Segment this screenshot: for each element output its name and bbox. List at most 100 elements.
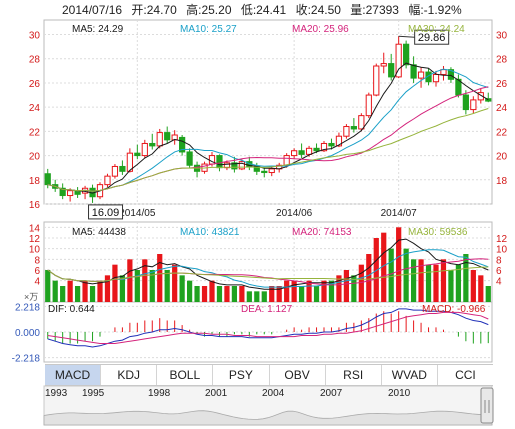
date-x-tick: 2014/07 xyxy=(381,208,418,219)
candle-down xyxy=(328,142,335,147)
macd-y-tick: -2.218 xyxy=(12,354,41,365)
candle-down xyxy=(134,152,141,157)
volume-y-tick-right: 12 xyxy=(496,234,508,245)
quote-change: 幅:-1.92% xyxy=(408,3,462,17)
volume-y-tick-right: 4 xyxy=(496,277,502,288)
price-ma20-label: MA20: 25.96 xyxy=(292,24,349,35)
volume-bar xyxy=(254,291,260,302)
price-y-tick-right: 22 xyxy=(496,127,508,138)
candle-up xyxy=(268,168,275,174)
price-ma5-label: MA5: 24.29 xyxy=(72,24,124,35)
volume-bar xyxy=(45,270,51,302)
candle-down xyxy=(149,142,156,147)
volume-ma30-line xyxy=(47,266,489,282)
quote-volume: 量:27393 xyxy=(350,3,399,17)
candle-down xyxy=(410,64,417,79)
volume-bar xyxy=(104,275,111,302)
price-ma5-line xyxy=(47,62,489,194)
volume-bar xyxy=(388,248,394,302)
price-y-tick: 26 xyxy=(29,79,41,90)
candle-up xyxy=(380,63,387,67)
min-price-marker: 16.09 xyxy=(92,207,120,219)
candle-up xyxy=(335,135,343,147)
tab-wvad[interactable]: WVAD xyxy=(382,365,438,385)
volume-bar xyxy=(366,254,372,302)
timeline-year-label: 1993 xyxy=(45,388,68,399)
volume-bar xyxy=(239,286,245,302)
price-y-tick-right: 26 xyxy=(496,79,508,90)
quote-low: 低:24.41 xyxy=(240,3,287,17)
candle-down xyxy=(485,98,492,102)
volume-y-tick: 14 xyxy=(29,223,41,234)
price-y-tick-right: 20 xyxy=(496,152,508,163)
quote-date: 2014/07/16 xyxy=(62,3,123,17)
candle-down xyxy=(350,126,357,130)
candle-down xyxy=(447,69,455,80)
candle-up xyxy=(365,94,372,117)
price-y-tick: 28 xyxy=(29,55,41,66)
indicator-tabs: MACD KDJ BOLL PSY OBV RSI WVAD CCI xyxy=(45,364,493,386)
volume-bar xyxy=(231,286,238,302)
volume-bar xyxy=(291,280,297,302)
tab-boll[interactable]: BOLL xyxy=(157,365,214,385)
price-y-tick: 18 xyxy=(29,176,41,187)
candle-up xyxy=(291,150,298,157)
tab-macd[interactable]: MACD xyxy=(45,365,102,385)
volume-bar xyxy=(269,286,275,302)
tab-kdj[interactable]: KDJ xyxy=(101,365,158,385)
price-y-tick: 22 xyxy=(29,127,41,138)
volume-bar xyxy=(134,270,140,302)
candle-down xyxy=(403,43,410,66)
volume-bar xyxy=(276,286,282,302)
volume-bar xyxy=(306,280,312,302)
tab-obv[interactable]: OBV xyxy=(270,365,326,385)
vol-unit-label: ×万 xyxy=(24,292,39,302)
price-y-tick-right: 30 xyxy=(496,31,508,42)
volume-y-tick: 12 xyxy=(29,234,41,245)
candle-up xyxy=(343,126,350,137)
tab-rsi[interactable]: RSI xyxy=(326,365,382,385)
candle-up xyxy=(320,142,328,152)
tab-psy[interactable]: PSY xyxy=(213,365,270,385)
candle-down xyxy=(298,150,305,155)
volume-bar xyxy=(97,280,103,302)
volume-bar xyxy=(127,259,133,302)
timeline-drag-handle[interactable] xyxy=(480,387,494,424)
tab-cci[interactable]: CCI xyxy=(455,368,476,382)
volume-bar xyxy=(470,270,476,302)
candle-up xyxy=(305,147,313,155)
volume-bar xyxy=(440,259,447,302)
volume-bar xyxy=(82,280,88,302)
candle-down xyxy=(261,170,268,174)
candle-up xyxy=(432,73,440,83)
macd-dif-line xyxy=(47,308,489,348)
volume-bar xyxy=(418,259,424,302)
macd-y-tick: 2.218 xyxy=(15,302,40,313)
volume-bar xyxy=(478,275,484,302)
candle-down xyxy=(186,151,193,166)
vol-ma20-label: MA20: 74153 xyxy=(292,227,352,238)
volume-bar xyxy=(179,275,185,302)
candle-up xyxy=(104,175,111,186)
candle-down xyxy=(59,187,66,197)
candle-up xyxy=(358,115,365,130)
candle-down xyxy=(388,63,395,78)
volume-bar xyxy=(112,264,118,302)
volume-y-tick: 4 xyxy=(34,277,40,288)
price-y-tick-right: 28 xyxy=(496,55,508,66)
candle-down xyxy=(313,147,320,152)
candle-up xyxy=(141,142,148,157)
volume-bar xyxy=(201,286,208,302)
price-panel[interactable] xyxy=(43,19,493,205)
price-ma30-line xyxy=(47,108,489,192)
candle-up xyxy=(283,155,290,166)
volume-panel[interactable] xyxy=(43,221,493,303)
price-y-tick: 16 xyxy=(29,200,41,211)
candle-down xyxy=(216,155,223,169)
volume-bar xyxy=(298,286,305,302)
date-x-tick: 2014/05 xyxy=(119,208,156,219)
timeline-year-label: 2001 xyxy=(205,388,228,399)
candle-up xyxy=(440,69,447,75)
